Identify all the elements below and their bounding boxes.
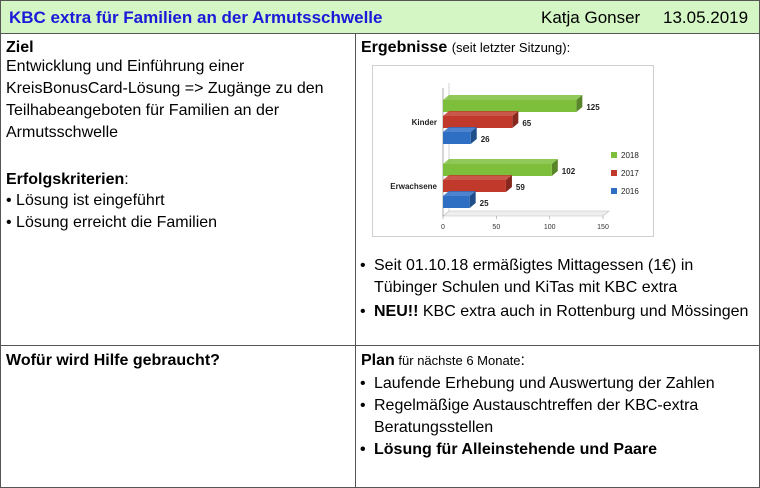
legend-swatch	[611, 170, 617, 176]
ergebnisse-cell: Ergebnisse (seit letzter Sitzung): 0 50 10…	[355, 33, 760, 346]
plan-cell: Plan für nächste 6 Monate: • Laufende Erh…	[355, 345, 760, 488]
criteria-item: • Lösung ist eingeführt	[6, 192, 165, 209]
data-label: 102	[562, 167, 576, 176]
results-item: • Seit 01.10.18 ermäßigtes Mittagessen (1…	[360, 255, 756, 299]
bar-chart-svg: 0 50 100 150 125 65 26 Kinder 102 59 25 Erwachsene 2…	[390, 83, 639, 231]
x-tick-label: 100	[544, 224, 556, 231]
results-item: • NEU!! KBC extra auch in Rottenburg und …	[360, 301, 756, 323]
x-tick-label: 50	[492, 224, 500, 231]
plan-list: • Laufende Erhebung und Auswertung der Za…	[360, 373, 756, 461]
bar	[443, 100, 577, 112]
ergebnisse-heading: Ergebnisse (seit letzter Sitzung):	[361, 38, 570, 57]
bar-side	[551, 159, 558, 176]
bar-side	[576, 95, 583, 112]
plan-item: • Regelmäßige Austauschtreffen der KBC-ex…	[360, 395, 756, 439]
legend-label: 2017	[621, 169, 639, 178]
bullet-icon: •	[360, 375, 366, 392]
bullet-icon: •	[360, 257, 366, 274]
criteria-item: • Lösung erreicht die Familien	[6, 214, 218, 231]
plan-item: • Laufende Erhebung und Auswertung der Za…	[360, 373, 756, 395]
plan-heading-text: Plan	[361, 352, 395, 369]
bullet-icon: •	[360, 441, 366, 458]
ergebnisse-heading-note: (seit letzter Sitzung):	[451, 40, 571, 55]
plan-item-text: Regelmäßige Austauschtreffen der KBC-ext…	[374, 397, 699, 436]
data-label: 59	[516, 183, 525, 192]
bar-top	[443, 175, 512, 180]
bar	[443, 132, 471, 144]
bar	[443, 180, 506, 192]
results-chart: 0 50 100 150 125 65 26 Kinder 102 59 25 Erwachsene 2…	[372, 65, 654, 237]
chart-floor	[442, 210, 610, 217]
criteria-heading-colon: :	[124, 171, 129, 188]
hilfe-heading: Wofür wird Hilfe gebraucht?	[6, 352, 220, 369]
plan-heading: Plan für nächste 6 Monate:	[361, 351, 525, 370]
data-label: 65	[522, 119, 531, 128]
results-list: • Seit 01.10.18 ermäßigtes Mittagessen (1…	[360, 255, 756, 325]
bar-side	[469, 191, 476, 208]
category-label: Kinder	[412, 118, 437, 127]
x-tick-label: 150	[597, 224, 609, 231]
bar-top	[443, 127, 477, 132]
data-label: 25	[480, 199, 489, 208]
results-item-text: Seit 01.10.18 ermäßigtes Mittagessen (1€…	[374, 257, 694, 296]
legend-label: 2018	[621, 151, 639, 160]
plan-item-text: Laufende Erhebung und Auswertung der Zah…	[374, 375, 715, 392]
legend-swatch	[611, 152, 617, 158]
bar-side	[505, 175, 512, 192]
ergebnisse-heading-text: Ergebnisse	[361, 39, 448, 56]
data-label: 125	[586, 103, 600, 112]
plan-heading-colon: :	[520, 352, 525, 369]
bullet-icon: •	[360, 303, 366, 320]
header-bar: KBC extra für Familien an der Armutsschw…	[0, 0, 760, 34]
bar-top	[443, 191, 476, 196]
data-label: 26	[481, 135, 490, 144]
bar-top	[443, 111, 519, 116]
date-label: 13.05.2019	[663, 8, 749, 27]
criteria-list: • Lösung ist eingeführt • Lösung erreich…	[6, 190, 217, 234]
bar	[443, 196, 470, 208]
legend-swatch	[611, 188, 617, 194]
ziel-description: Entwicklung und Einführung einer KreisBo…	[6, 58, 324, 141]
criteria-heading-text: Erfolgskriterien	[6, 171, 125, 188]
ziel-heading: Ziel	[6, 39, 34, 56]
hilfe-cell: Wofür wird Hilfe gebraucht?	[0, 345, 356, 488]
x-tick-label: 0	[441, 224, 445, 231]
bullet-icon: •	[360, 397, 366, 414]
page-title: KBC extra für Familien an der Armutsschw…	[9, 8, 383, 27]
ziel-cell: Ziel Entwicklung und Einführung einer Kr…	[0, 33, 356, 346]
results-item-bold: NEU!!	[374, 303, 419, 320]
plan-item: • Lösung für Alleinstehende und Paare	[360, 439, 756, 461]
bar	[443, 116, 513, 128]
bar-side	[512, 111, 519, 128]
criteria-heading: Erfolgskriterien:	[6, 171, 129, 189]
bar	[443, 164, 552, 176]
bar-top	[443, 159, 558, 164]
author-name: Katja Gonser	[541, 8, 641, 27]
plan-item-text: Lösung für Alleinstehende und Paare	[374, 441, 657, 458]
category-label: Erwachsene	[390, 182, 437, 191]
results-item-text: KBC extra auch in Rottenburg und Mössing…	[418, 303, 749, 320]
plan-heading-note: für nächste 6 Monate	[394, 353, 521, 368]
bar-top	[443, 95, 583, 100]
legend-label: 2016	[621, 187, 639, 196]
bar-side	[470, 127, 477, 144]
